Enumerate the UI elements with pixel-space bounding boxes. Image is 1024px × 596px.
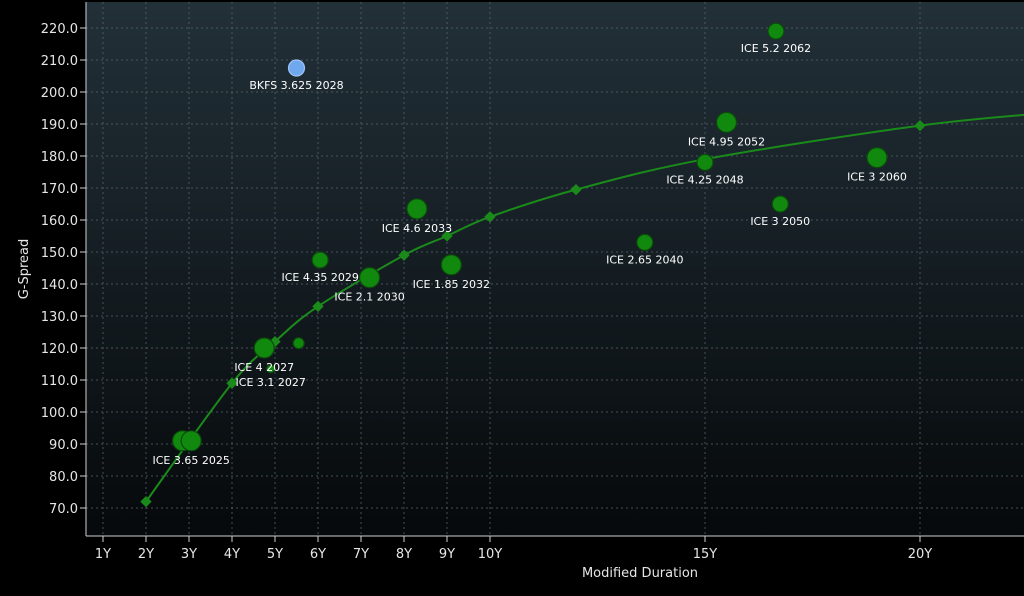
x-tick-label: 6Y [310, 547, 326, 562]
x-tick-label: 8Y [396, 547, 412, 562]
y-tick-label: 140.0 [41, 278, 78, 293]
bond-point [866, 147, 888, 169]
curve-marker [140, 495, 152, 508]
y-tick-label: 70.0 [49, 502, 78, 517]
bond-point [406, 198, 428, 220]
y-tick-label: 220.0 [41, 22, 78, 37]
bond-point [696, 153, 714, 171]
bond-label: ICE 5.2 2062 [741, 42, 811, 55]
bond-point [715, 111, 738, 134]
x-tick-label: 7Y [353, 547, 369, 562]
curve-marker [226, 377, 238, 389]
y-tick-label: 160.0 [41, 214, 78, 229]
y-tick-label: 210.0 [41, 54, 78, 69]
grid-lines [86, 2, 1024, 536]
x-tick-label: 1Y [95, 547, 111, 562]
x-tick-label: 15Y [693, 547, 718, 562]
y-tick-label: 200.0 [41, 86, 78, 101]
curve-marker [398, 249, 410, 261]
bond-label: ICE 4.35 2029 [281, 271, 358, 284]
plot-background [86, 2, 1024, 536]
y-tick-label: 180.0 [41, 150, 78, 165]
bond-point [311, 251, 329, 269]
bond-point [440, 254, 462, 276]
bond-point [292, 337, 305, 350]
y-tick-label: 170.0 [41, 182, 78, 197]
x-tick-label: 3Y [181, 547, 197, 562]
bond-point [180, 430, 202, 452]
y-tick-label: 80.0 [49, 470, 78, 485]
x-tick-label: 5Y [267, 547, 283, 562]
bond-labels: BKFS 3.625 2028 ICE 5.2 2062 ICE 4.95 2052… [152, 42, 906, 467]
bond-label: ICE 1.85 2032 [413, 278, 490, 291]
bond-label: BKFS 3.625 2028 [249, 79, 343, 92]
bond-label: ICE 2.65 2040 [606, 253, 683, 266]
curve-marker [484, 211, 496, 223]
bond-label: ICE 2.1 2030 [334, 291, 404, 304]
x-tick-label: 4Y [224, 547, 240, 562]
curve-marker [441, 230, 453, 242]
y-axis-title: G-Spread [17, 239, 32, 300]
y-tick-label: 90.0 [49, 438, 78, 453]
bond-label: ICE 3 2050 [750, 215, 810, 228]
bond-label: ICE 3 2060 [847, 171, 907, 184]
y-axis-ticks: 70.0 80.0 90.0 100.0 110.0 120.0 130.0 140.0 150… [41, 22, 86, 517]
y-tick-label: 150.0 [41, 246, 78, 261]
x-tick-label: 9Y [439, 547, 455, 562]
x-tick-label: 20Y [908, 547, 933, 562]
x-tick-label: 2Y [138, 547, 154, 562]
x-axis-ticks: 1Y 2Y 3Y 4Y 5Y 6Y 7Y 8Y 9Y 10Y 15Y 20Y [95, 536, 932, 562]
y-tick-label: 130.0 [41, 310, 78, 325]
bond-label: ICE 4.95 2052 [688, 135, 765, 148]
bond-point [266, 364, 276, 374]
x-axis-title: Modified Duration [582, 566, 698, 581]
bond-label: ICE 4 2027 [234, 361, 294, 374]
y-tick-label: 110.0 [41, 374, 78, 389]
bond-label: ICE 3.65 2025 [152, 454, 229, 467]
bond-point [359, 267, 381, 289]
bond-label: ICE 4.6 2033 [382, 222, 452, 235]
y-tick-label: 120.0 [41, 342, 78, 357]
bond-label: ICE 3.1 2027 [236, 376, 306, 389]
bond-label: ICE 4.25 2048 [666, 173, 743, 186]
curve-marker [312, 300, 324, 313]
curve-marker [570, 183, 582, 196]
y-tick-label: 190.0 [41, 118, 78, 133]
bond-points [171, 22, 888, 452]
bond-point [287, 59, 306, 77]
bond-point [767, 22, 785, 40]
bond-point [771, 195, 789, 213]
bond-point [636, 233, 654, 251]
x-tick-label: 10Y [478, 547, 503, 562]
bond-point [253, 337, 275, 359]
y-tick-label: 100.0 [41, 406, 78, 421]
